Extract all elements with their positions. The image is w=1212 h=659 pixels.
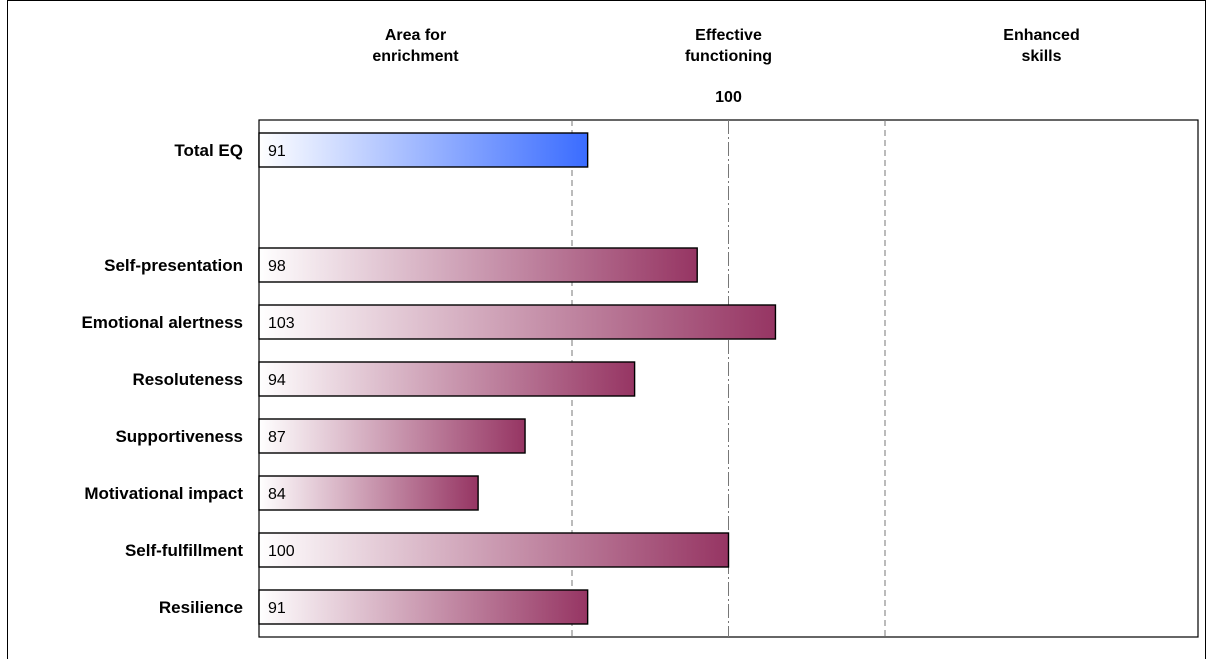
- value-label-self-presentation: 98: [268, 258, 286, 275]
- bar-self-fulfillment: [258, 532, 730, 568]
- category-label-self-presentation: Self-presentation: [104, 256, 243, 275]
- value-label-total-eq: 91: [268, 143, 286, 160]
- value-label-resoluteness: 94: [268, 372, 286, 389]
- bar-self-presentation: [258, 247, 698, 283]
- chart-frame: [7, 0, 1206, 659]
- category-label-motivational-impact: Motivational impact: [84, 484, 243, 503]
- band-header-3-line-1: Enhanced: [1003, 27, 1079, 44]
- bar-resoluteness: [258, 361, 636, 397]
- value-label-motivational-impact: 84: [268, 486, 286, 503]
- category-label-emotional-alertness: Emotional alertness: [81, 313, 243, 332]
- bar-motivational-impact: [258, 475, 479, 511]
- reference-value-label: 100: [715, 89, 742, 106]
- value-label-emotional-alertness: 103: [268, 315, 295, 332]
- category-label-resilience: Resilience: [159, 598, 243, 617]
- value-label-supportiveness: 87: [268, 429, 286, 446]
- bar-emotional-alertness: [258, 304, 777, 340]
- value-label-self-fulfillment: 100: [268, 543, 295, 560]
- band-header-2-line-1: Effective: [695, 27, 762, 44]
- bar-supportiveness: [258, 418, 526, 454]
- bar-total-eq: [258, 132, 589, 168]
- category-label-total-eq: Total EQ: [174, 141, 243, 160]
- value-label-resilience: 91: [268, 600, 286, 617]
- band-header-2-line-2: functioning: [685, 48, 772, 65]
- band-header-1-line-1: Area for: [385, 27, 446, 44]
- band-header-3-line-2: skills: [1021, 48, 1061, 65]
- bar-resilience: [258, 589, 589, 625]
- category-label-self-fulfillment: Self-fulfillment: [125, 541, 243, 560]
- category-label-resoluteness: Resoluteness: [132, 370, 243, 389]
- category-label-supportiveness: Supportiveness: [115, 427, 243, 446]
- band-header-1-line-2: enrichment: [372, 48, 459, 65]
